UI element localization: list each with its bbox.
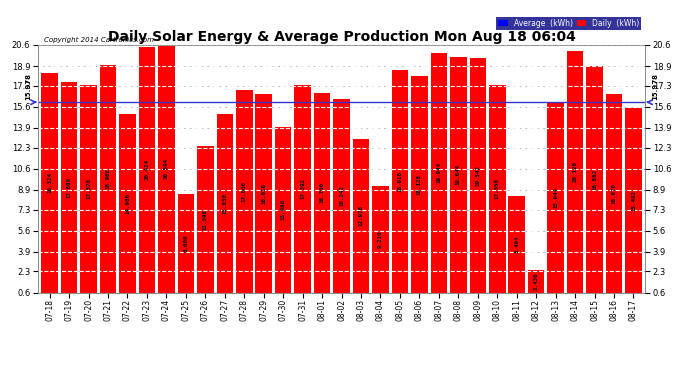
Bar <box>586 66 603 292</box>
Bar <box>158 45 175 292</box>
Text: 18.324: 18.324 <box>47 172 52 194</box>
Bar <box>353 140 369 292</box>
Bar <box>100 65 117 292</box>
Text: 20.424: 20.424 <box>144 159 150 180</box>
Text: 19.542: 19.542 <box>475 165 480 186</box>
Text: 17.378: 17.378 <box>86 178 91 199</box>
Bar <box>547 103 564 292</box>
Text: 20.594: 20.594 <box>164 158 169 179</box>
Bar <box>80 85 97 292</box>
Text: 20.128: 20.128 <box>573 161 578 182</box>
Text: 16.670: 16.670 <box>611 183 616 204</box>
Bar <box>255 94 272 292</box>
Bar <box>392 69 408 292</box>
Legend: Average  (kWh), Daily  (kWh): Average (kWh), Daily (kWh) <box>496 16 641 30</box>
Text: 12.976: 12.976 <box>359 206 364 226</box>
Text: 16.242: 16.242 <box>339 185 344 206</box>
Text: 8.404: 8.404 <box>514 236 519 253</box>
Text: 2.436: 2.436 <box>533 272 539 290</box>
Text: 17.356: 17.356 <box>495 178 500 200</box>
Text: 12.398: 12.398 <box>203 209 208 230</box>
Text: 17.000: 17.000 <box>241 180 247 201</box>
Text: Copyright 2014 Cartronics.com: Copyright 2014 Cartronics.com <box>44 36 154 42</box>
Text: 14.986: 14.986 <box>125 193 130 214</box>
Text: 19.944: 19.944 <box>436 162 442 183</box>
Title: Daily Solar Energy & Average Production Mon Aug 18 06:04: Daily Solar Energy & Average Production … <box>108 30 575 44</box>
Bar <box>295 85 311 292</box>
Text: 15.978: 15.978 <box>652 74 658 100</box>
Text: 18.968: 18.968 <box>106 168 110 189</box>
Text: 15.030: 15.030 <box>222 193 227 214</box>
Bar <box>509 196 525 292</box>
Bar <box>625 108 642 292</box>
Text: 15.944: 15.944 <box>553 187 558 208</box>
Bar <box>41 73 58 292</box>
Bar <box>333 99 350 292</box>
Text: 15.978: 15.978 <box>25 74 31 100</box>
Text: 19.644: 19.644 <box>456 164 461 185</box>
Text: 16.616: 16.616 <box>262 183 266 204</box>
Text: 18.882: 18.882 <box>592 169 597 190</box>
Text: 8.600: 8.600 <box>184 234 188 252</box>
Bar <box>450 57 466 292</box>
Text: 17.392: 17.392 <box>300 178 305 199</box>
Bar <box>431 53 447 292</box>
Text: 9.210: 9.210 <box>378 231 383 248</box>
Bar <box>372 186 388 292</box>
Bar <box>528 270 544 292</box>
Text: 15.492: 15.492 <box>631 190 636 211</box>
Bar <box>197 147 214 292</box>
Bar <box>566 51 583 292</box>
Bar <box>177 194 194 292</box>
Text: 16.700: 16.700 <box>319 182 324 203</box>
Bar <box>469 58 486 292</box>
Bar <box>61 82 77 292</box>
Bar <box>236 90 253 292</box>
Bar <box>217 114 233 292</box>
Bar <box>119 114 136 292</box>
Text: 18.618: 18.618 <box>397 171 402 192</box>
Bar <box>275 127 291 292</box>
Text: 13.990: 13.990 <box>281 199 286 220</box>
Bar <box>314 93 331 292</box>
Text: 17.606: 17.606 <box>67 177 72 198</box>
Text: 18.128: 18.128 <box>417 174 422 195</box>
Bar <box>606 94 622 292</box>
Bar <box>139 47 155 292</box>
Bar <box>411 76 428 292</box>
Bar <box>489 85 506 292</box>
